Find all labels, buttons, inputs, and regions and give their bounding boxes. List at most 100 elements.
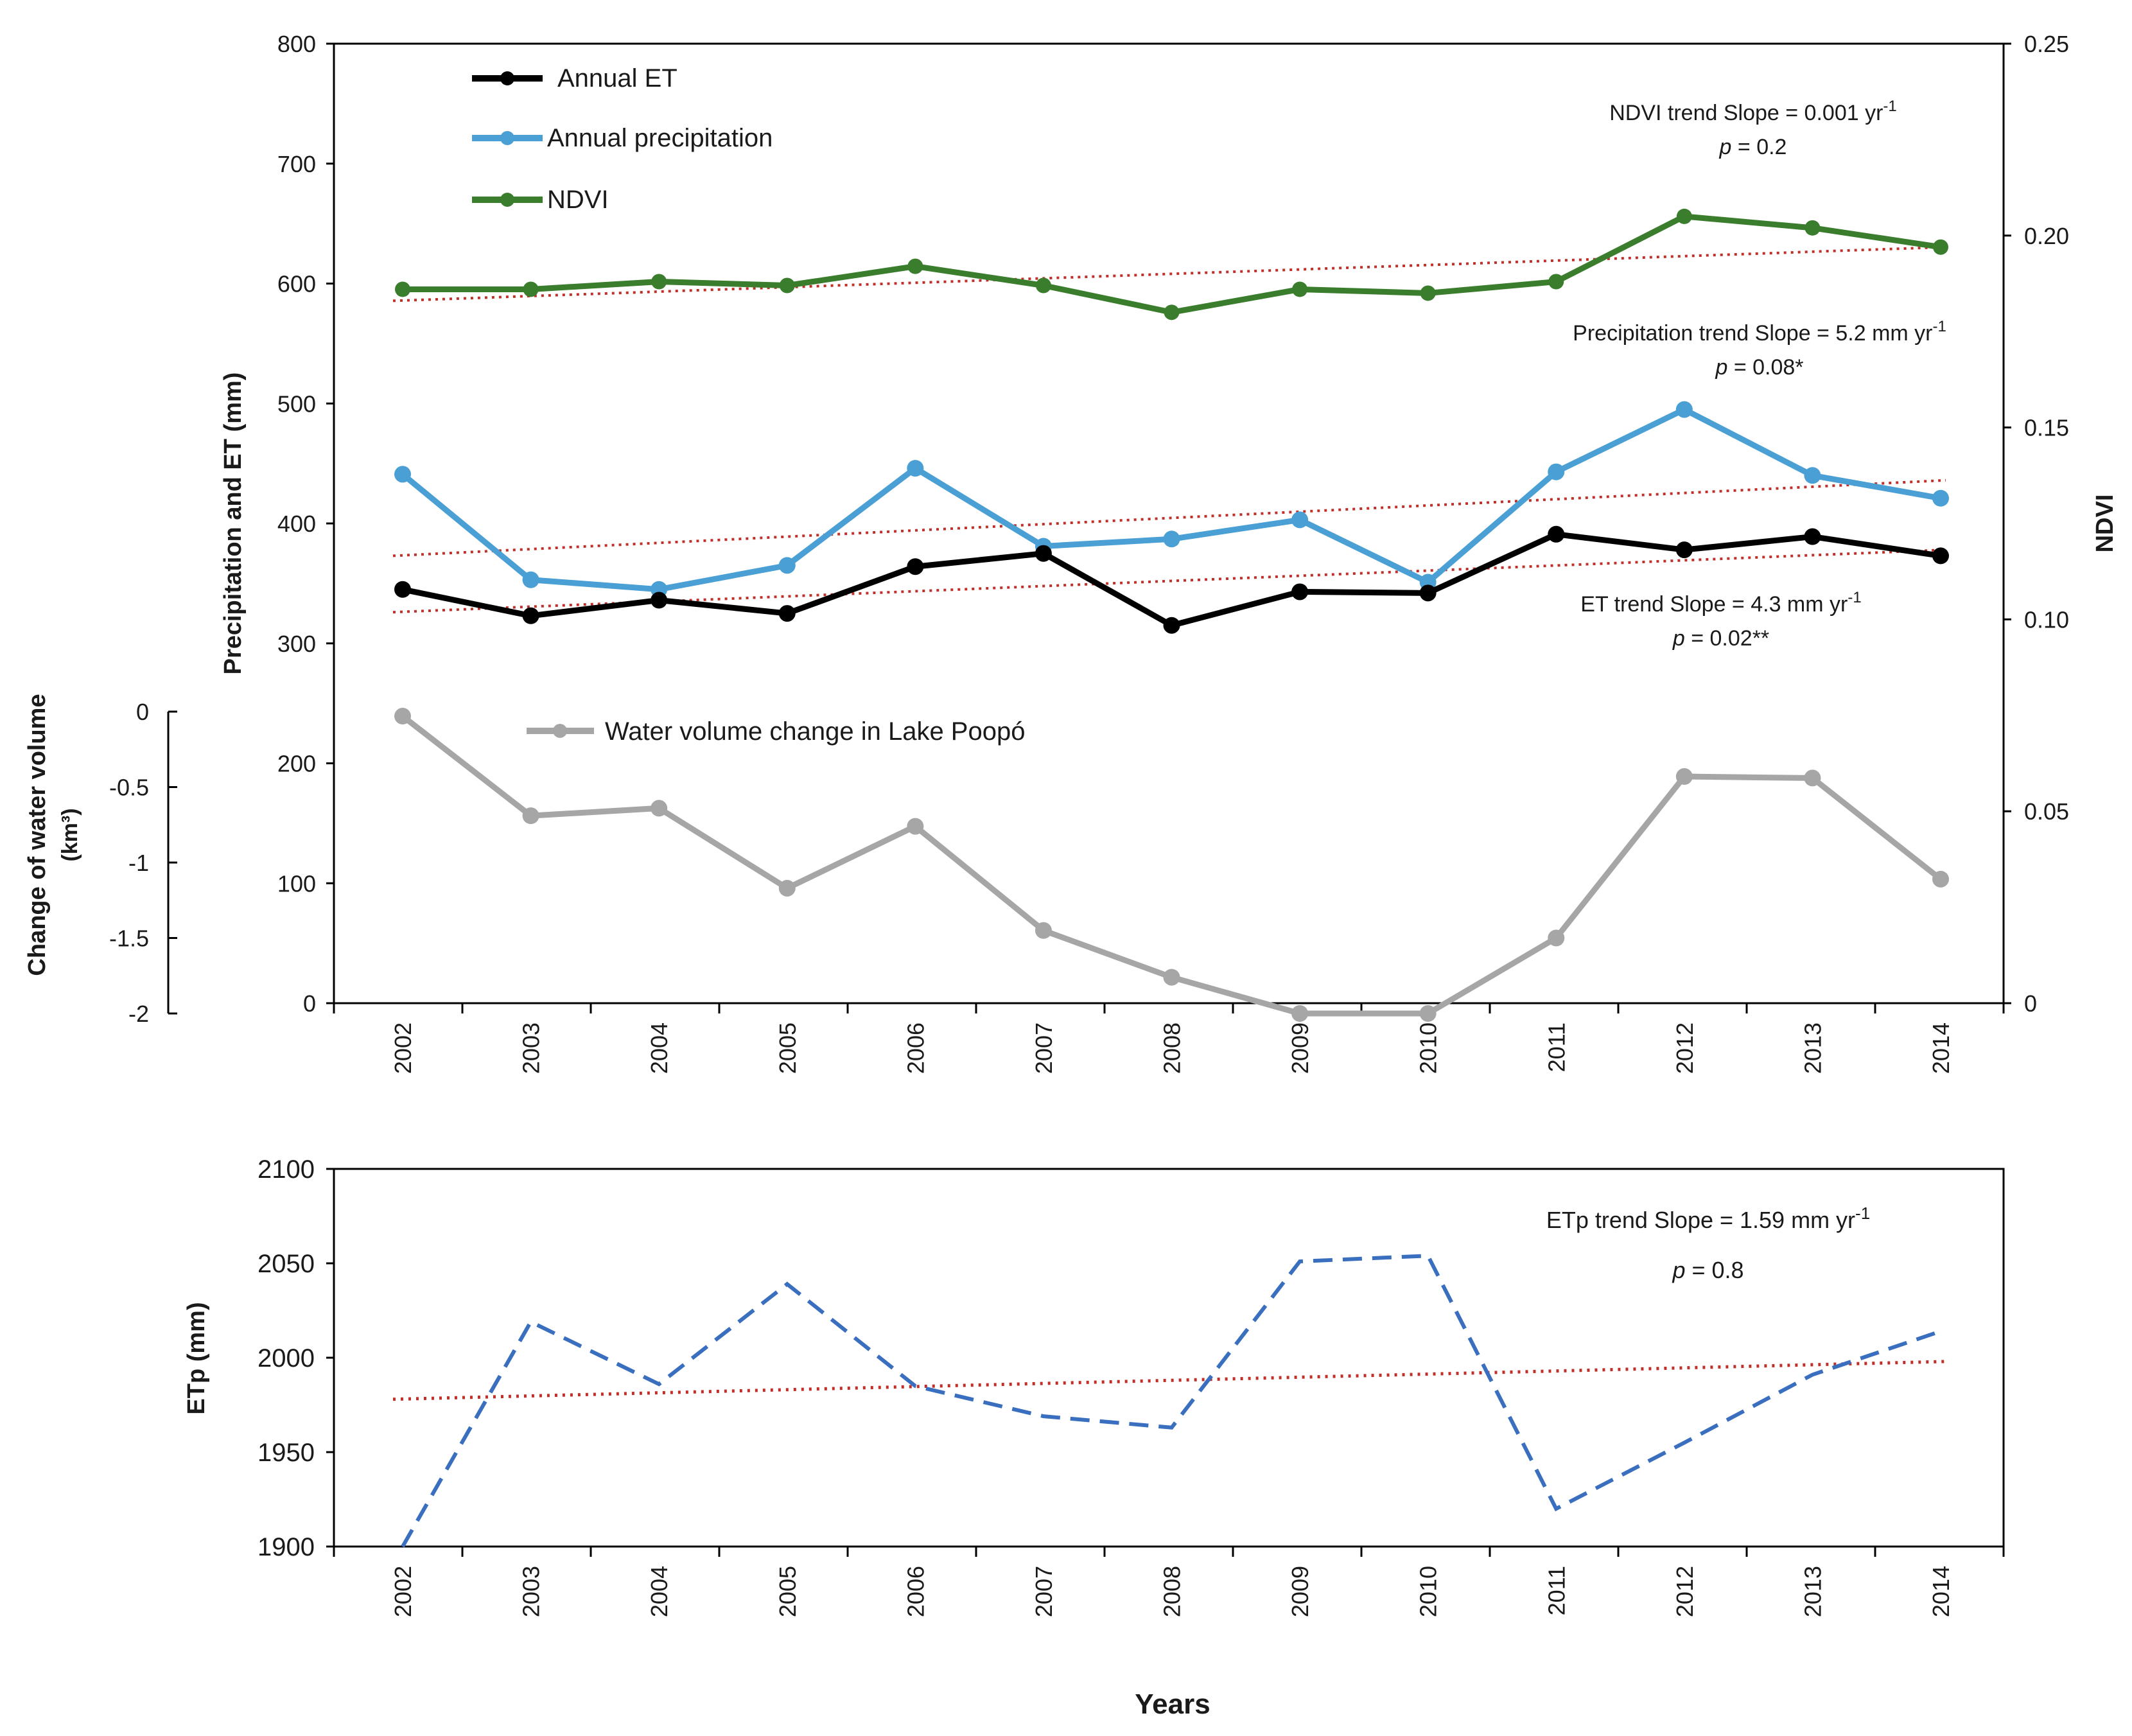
water-volume-point — [1163, 969, 1180, 986]
bottom-x-tick-label: 2014 — [1928, 1566, 1954, 1617]
annual-et-series — [394, 525, 1949, 634]
bottom-x-tick-label: 2004 — [646, 1566, 672, 1617]
ndvi-point — [1420, 285, 1436, 301]
bottom-y-axis-title: ETp (mm) — [183, 1302, 210, 1414]
water-volume-point — [394, 708, 411, 725]
et-trend-label: ET trend Slope = 4.3 mm yr — [1580, 592, 1848, 617]
top-x-tick-label: 2010 — [1415, 1022, 1442, 1074]
ndvi-trend-text: NDVI trend Slope = 0.001 yr-1 — [1609, 98, 1897, 125]
et-trend-text: ET trend Slope = 4.3 mm yr-1 — [1580, 589, 1861, 617]
annual-et-point — [1163, 617, 1180, 634]
water-volume-point — [651, 800, 668, 817]
precipitation-point — [1932, 489, 1949, 507]
ndvi-point — [1804, 220, 1821, 236]
annual-et-point — [1804, 528, 1821, 545]
bottom-x-tick-label: 2005 — [774, 1566, 801, 1617]
water-volume-point — [778, 879, 796, 897]
water-axis-tick-label: -0.5 — [109, 775, 149, 801]
precipitation-trend-p-value: = 0.08* — [1727, 355, 1803, 380]
right-y-tick-label: 0.20 — [2024, 223, 2069, 249]
top-x-tick-label: 2003 — [518, 1022, 545, 1074]
annual-et-point — [1035, 545, 1052, 562]
water-volume-point — [1932, 870, 1949, 888]
precipitation-trend-p-label: p — [1715, 355, 1727, 380]
ndvi-point — [1164, 304, 1180, 320]
top-x-tick-label: 2007 — [1031, 1022, 1057, 1074]
ndvi-trend-superscript: -1 — [1883, 98, 1896, 115]
legend-label-ndvi: NDVI — [547, 186, 609, 214]
top-legend: Annual ET Annual precipitation NDVI Wate… — [472, 64, 1025, 746]
annual-et-point — [1675, 541, 1693, 559]
ndvi-point — [395, 281, 410, 297]
precipitation-point — [1675, 401, 1693, 418]
precipitation-trendline — [392, 478, 1946, 557]
top-x-tick-label: 2008 — [1159, 1022, 1185, 1074]
ndvi-point — [907, 258, 923, 274]
precipitation-trend-superscript: -1 — [1932, 318, 1946, 335]
bottom-y-axis: 1900 1950 2000 2050 2100 — [258, 1155, 334, 1561]
precipitation-point — [1804, 467, 1821, 484]
et-trend-p: p = 0.02** — [1672, 626, 1769, 651]
left-y-tick-label: 100 — [277, 870, 316, 897]
top-x-axis: 2002 2003 2004 2005 2006 2007 2008 2009 2010 2011… — [333, 1003, 2005, 1074]
ndvi-trend-p-label: p — [1719, 135, 1732, 159]
ndvi-trend-p: p = 0.2 — [1719, 135, 1787, 159]
precipitation-point — [394, 466, 411, 483]
water-axis-tick-label: -1 — [128, 850, 149, 876]
top-right-y-axis-title: NDVI — [2092, 495, 2119, 553]
precipitation-trend-p: p = 0.08* — [1715, 355, 1803, 380]
ndvi-point — [1676, 208, 1692, 224]
left-y-tick-label: 600 — [277, 271, 316, 297]
water-axis-tick-label: -1.5 — [109, 925, 149, 952]
left-y-tick-label: 500 — [277, 390, 316, 417]
legend-item-annual-precipitation: Annual precipitation — [472, 124, 773, 152]
left-y-tick-label: 300 — [277, 631, 316, 657]
precipitation-trend-label: Precipitation trend Slope = 5.2 mm yr — [1573, 321, 1932, 346]
top-x-tick-label: 2005 — [774, 1022, 801, 1074]
top-x-tick-label: 2011 — [1543, 1022, 1569, 1072]
ndvi-trend-p-value: = 0.2 — [1731, 135, 1787, 159]
annual-et-point — [1419, 584, 1437, 602]
etp-trend-p-label: p — [1672, 1257, 1685, 1283]
bottom-y-tick-label: 2000 — [258, 1344, 315, 1372]
precipitation-trend-annotation: Precipitation trend Slope = 5.2 mm yr-1 … — [1573, 318, 1946, 380]
water-axis-tick-label: 0 — [136, 699, 149, 725]
annual-et-point — [1932, 547, 1949, 565]
top-x-tick-label: 2013 — [1799, 1022, 1826, 1074]
bottom-x-tick-label: 2007 — [1031, 1566, 1057, 1617]
water-axis-unit: (km³) — [58, 808, 82, 861]
annual-et-point — [907, 558, 924, 575]
ndvi-point — [523, 281, 539, 297]
bottom-x-tick-label: 2002 — [390, 1566, 416, 1617]
top-x-tick-label: 2014 — [1928, 1022, 1954, 1074]
right-y-tick-label: 0 — [2024, 990, 2037, 1017]
legend-marker-ndvi — [500, 193, 514, 207]
water-volume-series — [394, 708, 1949, 1022]
water-axis-tick-label: -2 — [128, 1001, 149, 1027]
ndvi-trendline — [392, 245, 1946, 302]
ndvi-trend-label: NDVI trend Slope = 0.001 yr — [1609, 101, 1883, 125]
annual-et-point — [394, 581, 411, 598]
water-volume-point — [1291, 1005, 1309, 1022]
et-trend-p-label: p — [1672, 626, 1685, 651]
left-y-tick-label: 400 — [277, 511, 316, 537]
bottom-x-tick-label: 2009 — [1287, 1566, 1313, 1617]
ndvi-point — [1035, 277, 1051, 294]
precipitation-point — [1163, 530, 1180, 548]
bottom-y-tick-label: 2050 — [258, 1250, 315, 1278]
precipitation-trend-text: Precipitation trend Slope = 5.2 mm yr-1 — [1573, 318, 1946, 346]
et-trend-annotation: ET trend Slope = 4.3 mm yr-1 p = 0.02** — [1580, 589, 1861, 651]
left-y-tick-label: 0 — [303, 990, 316, 1017]
precipitation-point — [1548, 463, 1565, 480]
top-left-y-axis-title: Precipitation and ET (mm) — [220, 373, 247, 675]
right-y-tick-label: 0.05 — [2024, 798, 2069, 825]
et-trend-superscript: -1 — [1848, 589, 1861, 606]
right-y-tick-label: 0.10 — [2024, 606, 2069, 633]
bottom-y-tick-label: 1950 — [258, 1439, 315, 1467]
legend-marker-annual-et — [500, 71, 514, 85]
etp-line — [401, 1254, 1941, 1548]
left-y-tick-label: 200 — [277, 751, 316, 777]
annual-et-point — [522, 607, 539, 624]
right-y-tick-label: 0.25 — [2024, 31, 2069, 57]
bottom-x-tick-label: 2012 — [1672, 1566, 1698, 1617]
